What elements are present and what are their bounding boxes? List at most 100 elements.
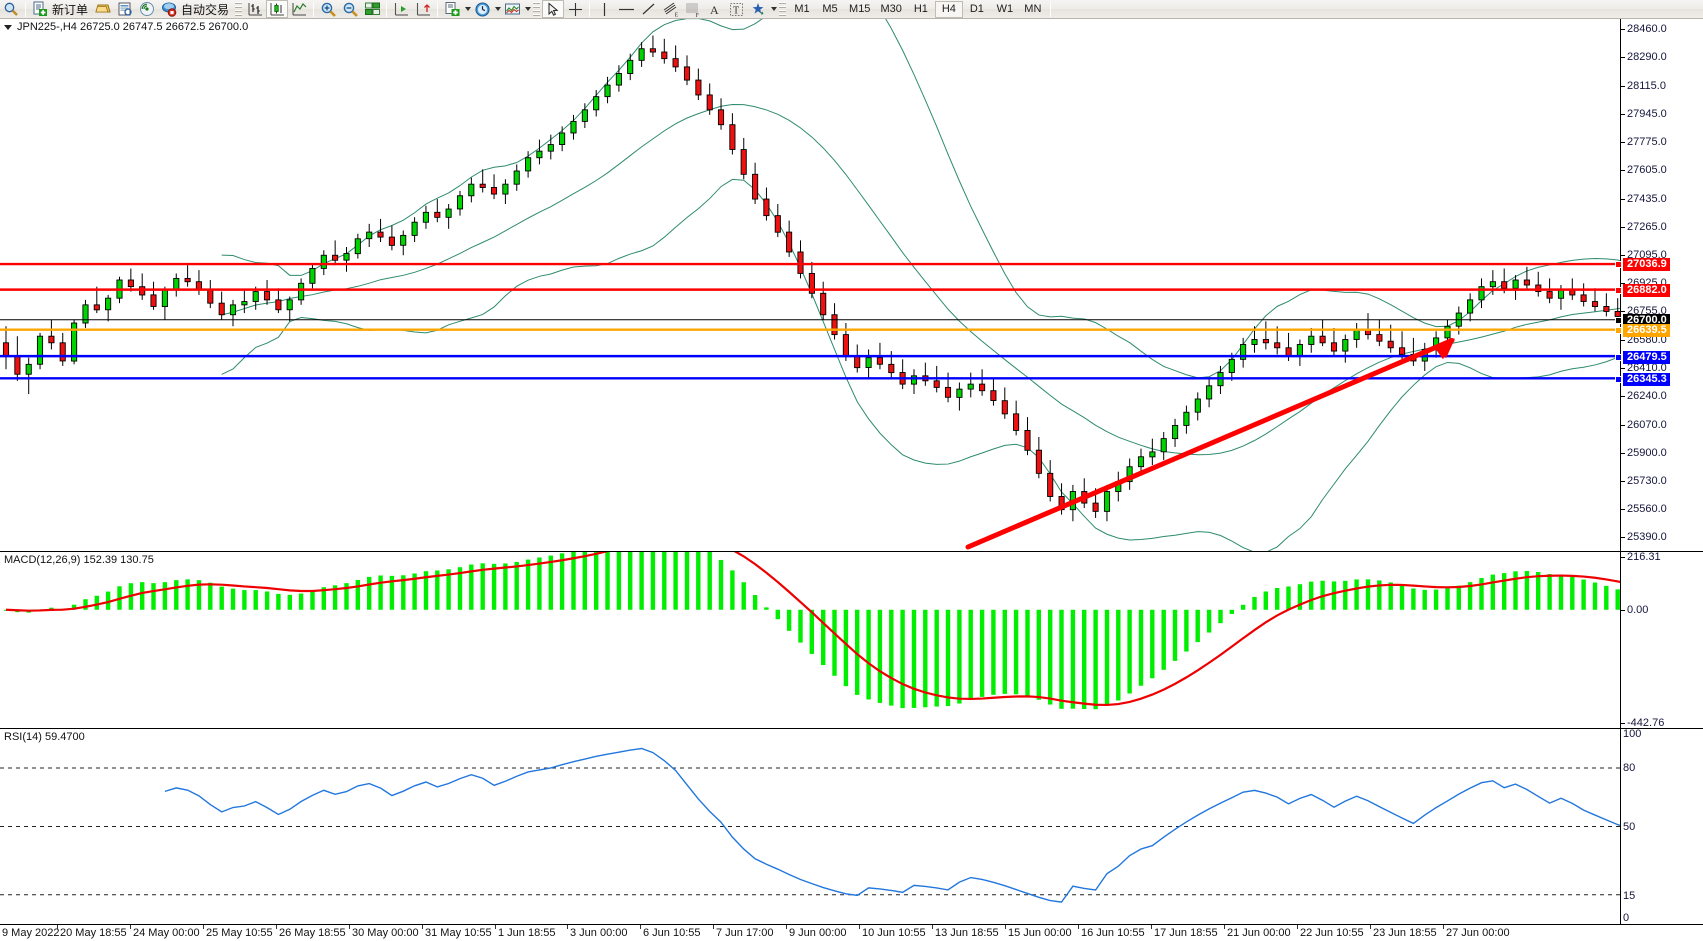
cursor-icon[interactable] [542, 0, 565, 18]
price-tick: 27605.0 [1621, 165, 1667, 176]
vertical-line-icon[interactable] [593, 0, 615, 18]
time-tick-mark [1151, 925, 1152, 929]
timeframe-mn[interactable]: MN [1024, 3, 1042, 15]
macd-pane[interactable]: MACD(12,26,9) 152.39 130.75 216.31 0.00 -4… [0, 552, 1703, 729]
horizontal-line-icon[interactable] [615, 0, 637, 18]
toolbar-separator [1049, 1, 1051, 17]
rsi-tick: 80 [1623, 762, 1636, 774]
macd-tick: -442.76 [1621, 718, 1664, 729]
price-plot-area[interactable] [0, 19, 1620, 551]
macd-axis[interactable]: 216.31 0.00 -442.76 [1620, 552, 1703, 729]
toolbar-grip[interactable] [779, 1, 787, 17]
timeframe-m5[interactable]: M5 [822, 3, 838, 15]
macd-tick: 0.00 [1621, 605, 1648, 616]
time-tick-label: 6 Jun 10:55 [643, 927, 701, 939]
folder-icon[interactable] [92, 0, 114, 18]
time-tick-label: 20 May 18:55 [60, 927, 127, 939]
auto-trading-icon[interactable] [158, 0, 180, 18]
main-toolbar: 新订单 [0, 0, 1703, 19]
auto-trading-label[interactable]: 自动交易 [181, 2, 230, 17]
support-1-level[interactable]: 26479.5 [1615, 351, 1670, 364]
price-tick: 28115.0 [1621, 81, 1666, 92]
time-tick-label: 26 May 18:55 [279, 927, 346, 939]
fibonacci-icon[interactable]: F [681, 0, 703, 18]
time-tick-label: 23 Jun 18:55 [1373, 927, 1437, 939]
time-axis[interactable]: 9 May 2022 20 May 18:55 24 May 00:00 25 May… [0, 925, 1703, 941]
price-tick: 26580.0 [1621, 335, 1667, 346]
time-tick-mark [859, 925, 860, 929]
shapes-icon[interactable] [747, 0, 769, 18]
price-tick: 27435.0 [1621, 194, 1667, 205]
crosshair-icon[interactable] [564, 0, 586, 18]
support-2-level[interactable]: 26345.3 [1615, 373, 1670, 386]
timeframe-h4[interactable]: H4 [934, 0, 963, 18]
trendline-icon[interactable] [637, 0, 659, 18]
price-tick: 26925.0 [1621, 278, 1667, 289]
templates-icon[interactable] [501, 0, 523, 18]
time-tick-label: 15 Jun 00:00 [1008, 927, 1072, 939]
resistance-2700-level[interactable]: 27036.9 [1615, 258, 1670, 271]
text-icon[interactable]: A [703, 0, 725, 18]
timeframe-h1[interactable]: H1 [913, 3, 928, 15]
price-tick: 25560.0 [1621, 504, 1667, 515]
magnifier-small-icon[interactable] [0, 0, 22, 18]
time-tick-mark [1443, 925, 1444, 929]
print-preview-icon[interactable] [114, 0, 136, 18]
timeframe-w1[interactable]: W1 [996, 3, 1014, 15]
new-order-label[interactable]: 新订单 [52, 2, 89, 17]
chevron-down-icon[interactable] [495, 7, 502, 11]
rsi-label: RSI(14) 59.4700 [4, 731, 85, 743]
rsi-pane[interactable]: RSI(14) 59.4700 100 80 50 15 0 [0, 729, 1703, 925]
zoom-out-icon[interactable] [339, 0, 361, 18]
time-tick-mark [203, 925, 204, 929]
macd-plot-area[interactable] [0, 552, 1620, 728]
bar-chart-icon[interactable] [244, 0, 266, 18]
auto-scroll-icon[interactable] [412, 0, 434, 18]
timeframe-d1[interactable]: D1 [969, 3, 984, 15]
pivot-level[interactable]: 26639.5 [1615, 324, 1670, 337]
svg-text:F: F [695, 13, 699, 18]
time-tick-label: 1 Jun 18:55 [498, 927, 556, 939]
price-chart-pane[interactable]: 28460.0 28290.0 28115.0 27945.0 27775.0 27605… [0, 19, 1703, 552]
line-chart-icon[interactable] [288, 0, 310, 18]
toolbar-grip[interactable] [235, 1, 243, 17]
price-tick: 26070.0 [1621, 420, 1667, 431]
time-tick-mark [495, 925, 496, 929]
rsi-axis[interactable]: 100 80 50 15 0 [1620, 729, 1703, 924]
new-order-icon[interactable] [29, 0, 51, 18]
chevron-down-icon[interactable] [771, 7, 778, 11]
time-tick-mark [130, 925, 131, 929]
price-axis[interactable]: 28460.0 28290.0 28115.0 27945.0 27775.0 27605… [1615, 19, 1703, 551]
rsi-tick: 50 [1623, 821, 1636, 833]
indicators-icon[interactable] [441, 0, 463, 18]
rsi-plot-area[interactable] [0, 729, 1620, 924]
chevron-down-icon[interactable] [525, 7, 532, 11]
time-tick-label: 27 Jun 00:00 [1446, 927, 1510, 939]
timeframe-m1[interactable]: M1 [794, 3, 810, 15]
time-tick-mark [422, 925, 423, 929]
current-price-level[interactable]: 26700.0 [1615, 314, 1670, 327]
equidistant-channel-icon[interactable]: E [659, 0, 681, 18]
time-tick-label: 30 May 00:00 [352, 927, 419, 939]
rsi-tick: 15 [1623, 890, 1636, 902]
chevron-down-icon[interactable] [465, 7, 472, 11]
timeframe-m30[interactable]: M30 [880, 3, 902, 15]
price-tick: 25730.0 [1621, 476, 1667, 487]
price-tick: 27265.0 [1621, 222, 1667, 233]
text-label-icon[interactable]: T [725, 0, 747, 18]
price-tick: 28290.0 [1621, 52, 1667, 63]
collapse-triangle-icon[interactable] [4, 24, 12, 30]
broadcast-icon[interactable] [136, 0, 158, 18]
candlestick-chart-icon[interactable] [266, 0, 289, 18]
toolbar-separator [313, 1, 315, 17]
timeframe-m15[interactable]: M15 [849, 3, 871, 15]
zoom-in-icon[interactable] [317, 0, 339, 18]
period-icon[interactable] [471, 0, 493, 18]
time-tick-mark [276, 925, 277, 929]
time-tick-label: 16 Jun 10:55 [1081, 927, 1145, 939]
toolbar-separator [25, 1, 26, 17]
chart-shift-icon[interactable] [390, 0, 412, 18]
resistance-1-level[interactable]: 26882.0 [1615, 284, 1670, 297]
tile-windows-icon[interactable] [361, 0, 383, 18]
toolbar-grip[interactable] [533, 1, 541, 17]
